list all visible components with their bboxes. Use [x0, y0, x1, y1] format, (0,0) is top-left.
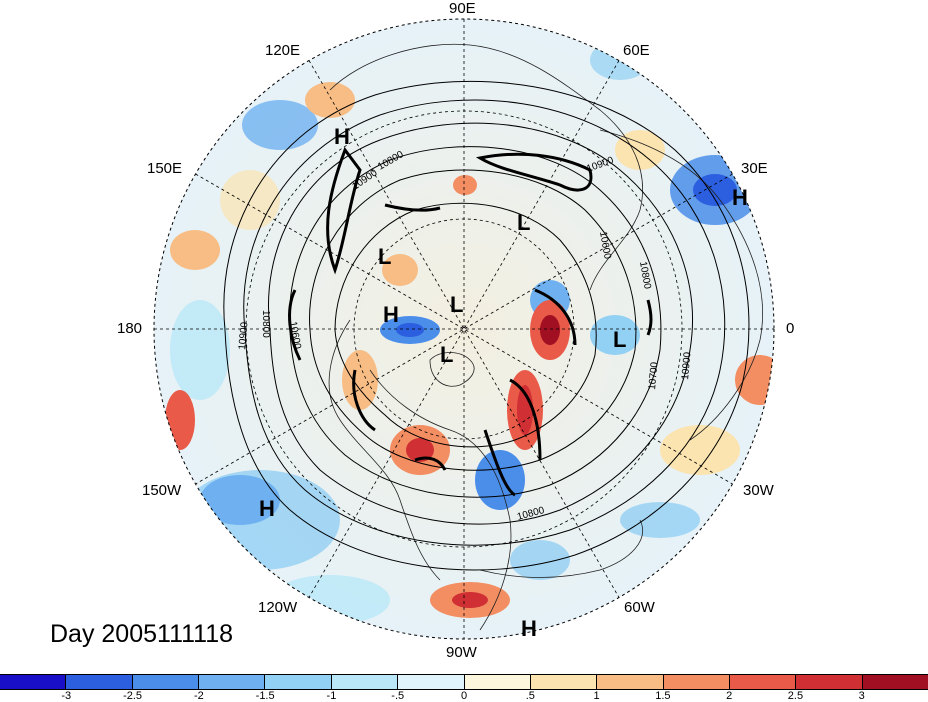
colorbar-swatch — [0, 675, 67, 689]
colorbar-swatch — [663, 675, 730, 689]
colorbar-tick-label: -2 — [193, 690, 204, 702]
high-marker: H — [521, 616, 537, 641]
contour-label: 10900 — [680, 351, 693, 380]
colorbar-tick-label: -1.5 — [255, 690, 275, 702]
high-marker: H — [732, 185, 748, 210]
contour-label: 10600 — [287, 321, 303, 351]
colorbar-swatch — [862, 675, 928, 689]
high-marker: H — [259, 496, 275, 521]
lon-label-30e: 30E — [741, 160, 768, 177]
page-title: Day 2005111118 — [50, 620, 234, 648]
lon-label-90w: 90W — [446, 644, 477, 661]
colorbar-tick-label: -1 — [326, 690, 337, 702]
lon-label-0: 0 — [786, 320, 795, 337]
low-marker: L — [613, 327, 626, 352]
colorbar-tick-label: .5 — [525, 690, 535, 702]
high-marker: H — [334, 124, 350, 149]
colorbar-tick-label: 0 — [460, 690, 468, 702]
lon-label-150w: 150W — [142, 482, 182, 499]
height-contours — [223, 80, 750, 571]
contour-label: 10900 — [237, 321, 250, 350]
colorbar-swatch — [66, 675, 133, 689]
contour-label: 10800 — [260, 310, 271, 338]
contour-label: 10600 — [597, 231, 613, 261]
colorbar-swatch — [597, 675, 664, 689]
contour-label: 10700 — [647, 361, 660, 390]
colorbar-tick-label: 1.5 — [655, 690, 671, 702]
lon-label-150e: 150E — [147, 160, 183, 177]
jet-streaks — [288, 146, 653, 497]
colorbar-swatch — [265, 675, 332, 689]
low-marker: L — [450, 292, 463, 317]
map-border — [153, 18, 775, 640]
colorbar-swatch — [132, 675, 200, 689]
colorbar-tick-label: -3 — [61, 690, 72, 702]
colorbar-swatch — [729, 675, 797, 689]
colorbar-tick-label: -.5 — [391, 690, 405, 702]
colorbar-swatch — [464, 675, 531, 689]
contour-label: 10800 — [637, 261, 653, 291]
lon-label-120e: 120E — [265, 42, 301, 59]
high-marker: H — [383, 302, 399, 327]
colorbar-swatch — [398, 675, 465, 689]
polar-map: 10900 10800 10900 10600 10800 10800 1060… — [153, 18, 775, 641]
coastlines — [328, 43, 763, 631]
colorbar — [0, 674, 928, 690]
colorbar-tick-label: 1 — [593, 690, 600, 702]
low-marker: L — [517, 210, 530, 235]
colorbar-swatch — [530, 675, 598, 689]
colorbar-tick-label: 2.5 — [787, 690, 804, 702]
pressure-marker-group: H H L L L H L L H H — [259, 124, 748, 641]
colorbar-tick-label: 3 — [858, 690, 865, 702]
lon-label-120w: 120W — [258, 599, 298, 616]
colorbar-swatch — [796, 675, 863, 689]
lon-label-60e: 60E — [623, 42, 650, 59]
lon-label-180: 180 — [117, 320, 143, 337]
colorbar-tick-label: 2 — [726, 690, 733, 702]
colorbar-swatch — [331, 675, 399, 689]
low-marker: L — [378, 244, 391, 269]
colorbar-swatch — [199, 675, 266, 689]
colorbar-tick-label: -2.5 — [123, 690, 143, 702]
lon-label-30w: 30W — [743, 482, 774, 499]
low-marker: L — [440, 342, 453, 367]
lon-label-90e: 90E — [449, 0, 476, 17]
lon-label-60w: 60W — [624, 599, 655, 616]
